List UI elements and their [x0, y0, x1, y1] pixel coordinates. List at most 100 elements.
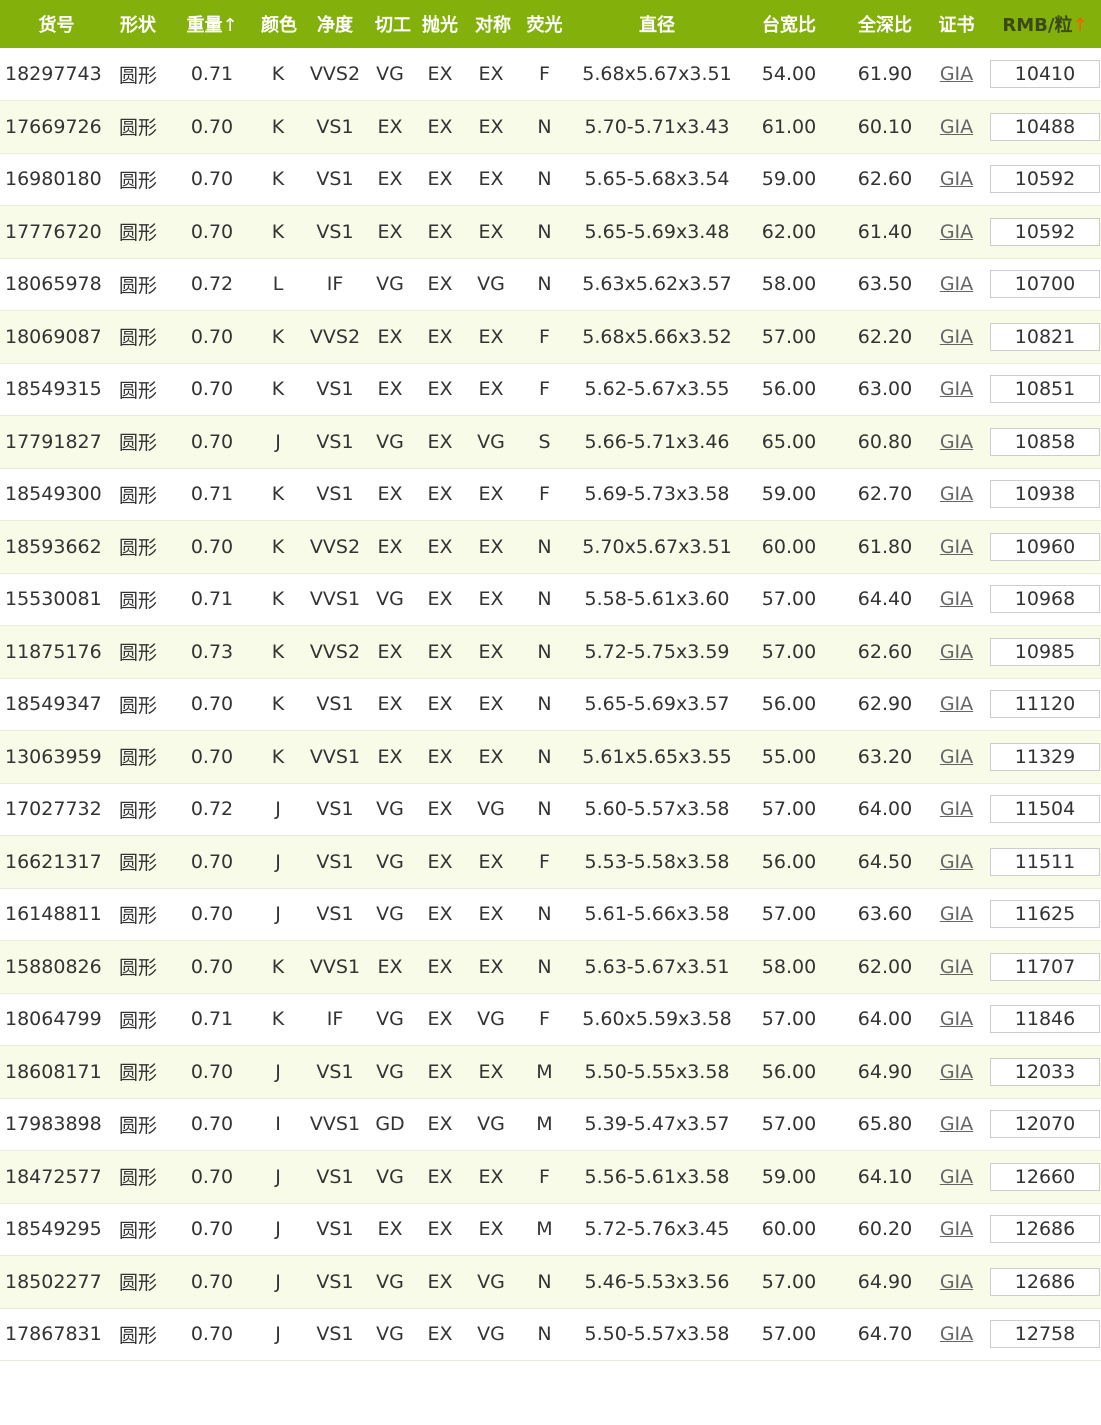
table-row[interactable]: 17669726 圆形 0.70 K VS1 EX EX EX N 5.70-5.71x3.43 6…: [0, 100, 1101, 153]
certificate-link[interactable]: GIA: [939, 798, 974, 821]
col-header-cut[interactable]: 切工: [375, 15, 411, 36]
col-header-fluorescence[interactable]: 荧光: [526, 15, 563, 36]
table-row[interactable]: 18549315 圆形 0.70 K VS1 EX EX EX F 5.62-5.67x3.55 5…: [0, 363, 1101, 416]
price-field[interactable]: 12758: [990, 1320, 1100, 1349]
table-row[interactable]: 17776720 圆形 0.70 K VS1 EX EX EX N 5.65-5.69x3.48 6…: [0, 205, 1101, 258]
table-row[interactable]: 15530081 圆形 0.71 K VVS1 VG EX EX N 5.58-5.61x3.60…: [0, 573, 1101, 626]
table-row[interactable]: 16621317 圆形 0.70 J VS1 VG EX EX F 5.53-5.58x3.58 5…: [0, 835, 1101, 888]
certificate-link[interactable]: GIA: [939, 1323, 974, 1346]
price-field[interactable]: 10851: [990, 375, 1100, 404]
certificate-link[interactable]: GIA: [939, 273, 974, 296]
cell-stock-id: 18472577: [5, 1165, 102, 1188]
certificate-link[interactable]: GIA: [939, 1270, 974, 1293]
certificate-link[interactable]: GIA: [939, 1218, 974, 1241]
certificate-link[interactable]: GIA: [939, 1113, 974, 1136]
certificate-link[interactable]: GIA: [939, 1008, 974, 1031]
price-field[interactable]: 11846: [990, 1005, 1100, 1034]
col-header-table-ratio[interactable]: 台宽比: [762, 15, 816, 36]
certificate-link[interactable]: GIA: [939, 745, 974, 768]
table-row[interactable]: 15880826 圆形 0.70 K VVS1 EX EX EX N 5.63-5.67x3.51…: [0, 940, 1101, 993]
certificate-link[interactable]: GIA: [939, 1165, 974, 1188]
certificate-link[interactable]: GIA: [939, 850, 974, 873]
certificate-link[interactable]: GIA: [939, 483, 974, 506]
certificate-link[interactable]: GIA: [939, 588, 974, 611]
table-row[interactable]: 17867831 圆形 0.70 J VS1 VG EX VG N 5.50-5.57x3.58 5…: [0, 1308, 1101, 1361]
price-field[interactable]: 10938: [990, 480, 1100, 509]
certificate-link[interactable]: GIA: [939, 220, 974, 243]
certificate-link[interactable]: GIA: [939, 903, 974, 926]
price-field[interactable]: 11511: [990, 847, 1100, 876]
table-row[interactable]: 17791827 圆形 0.70 J VS1 VG EX VG S 5.66-5.71x3.46 6…: [0, 415, 1101, 468]
table-row[interactable]: 18069087 圆形 0.70 K VVS2 EX EX EX F 5.68x5.66x3.52…: [0, 310, 1101, 363]
price-field[interactable]: 11120: [990, 690, 1100, 719]
price-field[interactable]: 10960: [990, 532, 1100, 561]
price-field[interactable]: 11707: [990, 952, 1100, 981]
table-row[interactable]: 17027732 圆形 0.72 J VS1 VG EX VG N 5.60-5.57x3.58 5…: [0, 783, 1101, 836]
cell-polish: EX: [427, 1323, 453, 1346]
table-row[interactable]: 18608171 圆形 0.70 J VS1 VG EX EX M 5.50-5.55x3.58 5…: [0, 1045, 1101, 1098]
table-row[interactable]: 18297743 圆形 0.71 K VVS2 VG EX EX F 5.68x5.67x3.51…: [0, 48, 1101, 101]
cell-color: K: [271, 483, 285, 506]
col-header-polish[interactable]: 抛光: [422, 15, 458, 36]
price-field[interactable]: 10858: [990, 427, 1100, 456]
table-row[interactable]: 17983898 圆形 0.70 I VVS1 GD EX VG M 5.39-5.47x3.57…: [0, 1098, 1101, 1151]
table-row[interactable]: 16980180 圆形 0.70 K VS1 EX EX EX N 5.65-5.68x3.54 5…: [0, 153, 1101, 206]
price-field[interactable]: 12033: [990, 1057, 1100, 1086]
table-row[interactable]: 13063959 圆形 0.70 K VVS1 EX EX EX N 5.61x5.65x3.55…: [0, 730, 1101, 784]
cell-shape: 圆形: [118, 274, 157, 297]
certificate-link[interactable]: GIA: [939, 693, 974, 716]
price-field[interactable]: 10488: [990, 112, 1100, 141]
cell-price: 11329: [989, 731, 1101, 784]
table-row[interactable]: 11875176 圆形 0.73 K VVS2 EX EX EX N 5.72-5.75x3.59…: [0, 625, 1101, 678]
col-header-symmetry[interactable]: 对称: [475, 15, 511, 36]
col-header-depth-ratio[interactable]: 全深比: [858, 15, 912, 36]
price-field[interactable]: 12070: [990, 1110, 1100, 1139]
price-field[interactable]: 10592: [990, 165, 1100, 194]
cell-symmetry: EX: [478, 588, 504, 611]
price-field[interactable]: 11504: [990, 795, 1100, 824]
certificate-link[interactable]: GIA: [939, 325, 974, 348]
price-field[interactable]: 10821: [990, 322, 1100, 351]
certificate-link[interactable]: GIA: [939, 1060, 974, 1083]
price-field[interactable]: 11329: [990, 742, 1100, 771]
certificate-link[interactable]: GIA: [939, 535, 974, 558]
cell-fluorescence: N: [537, 220, 552, 243]
price-field[interactable]: 10700: [990, 270, 1100, 299]
table-row[interactable]: 16148811 圆形 0.70 J VS1 VG EX EX N 5.61-5.66x3.58 5…: [0, 888, 1101, 941]
price-field[interactable]: 10410: [990, 60, 1100, 88]
table-row[interactable]: 18593662 圆形 0.70 K VVS2 EX EX EX N 5.70x5.67x3.51…: [0, 520, 1101, 573]
certificate-link[interactable]: GIA: [939, 955, 974, 978]
col-header-clarity[interactable]: 净度: [317, 15, 353, 36]
table-row[interactable]: 18472577 圆形 0.70 J VS1 VG EX EX F 5.56-5.61x3.58 5…: [0, 1150, 1101, 1203]
certificate-link[interactable]: GIA: [939, 378, 974, 401]
price-field[interactable]: 12660: [990, 1162, 1100, 1191]
price-field[interactable]: 12686: [990, 1267, 1100, 1296]
col-header-color[interactable]: 颜色: [261, 15, 297, 36]
col-header-certificate[interactable]: 证书: [938, 15, 975, 36]
price-field[interactable]: 10985: [990, 637, 1100, 666]
certificate-link[interactable]: GIA: [939, 63, 974, 85]
table-row[interactable]: 18549295 圆形 0.70 J VS1 EX EX EX M 5.72-5.76x3.45 6…: [0, 1203, 1101, 1256]
price-field[interactable]: 11625: [990, 900, 1100, 929]
cell-symmetry: VG: [477, 273, 505, 296]
table-row[interactable]: 18502277 圆形 0.70 J VS1 VG EX VG N 5.46-5.53x3.56 5…: [0, 1255, 1101, 1308]
cell-symmetry: EX: [478, 745, 504, 768]
col-header-shape[interactable]: 形状: [120, 15, 156, 36]
certificate-link[interactable]: GIA: [939, 168, 974, 191]
price-field[interactable]: 10968: [990, 585, 1100, 614]
price-field[interactable]: 12686: [990, 1215, 1100, 1244]
col-header-weight[interactable]: 重量↑: [163, 0, 261, 48]
col-header-price[interactable]: RMB/粒↑: [989, 0, 1101, 48]
table-row[interactable]: 18549347 圆形 0.70 K VS1 EX EX EX N 5.65-5.69x3.57 5…: [0, 678, 1101, 731]
cell-depth-ratio: 62.60: [857, 640, 913, 663]
col-header-id[interactable]: 货号: [38, 15, 75, 36]
table-row[interactable]: 18549300 圆形 0.71 K VS1 EX EX EX F 5.69-5.73x3.58 5…: [0, 468, 1101, 521]
certificate-link[interactable]: GIA: [939, 640, 974, 663]
cell-diameter: 5.50-5.57x3.58: [584, 1323, 730, 1346]
table-row[interactable]: 18064799 圆形 0.71 K IF VG EX VG F 5.60x5.59x3.58 57…: [0, 993, 1101, 1046]
col-header-diameter[interactable]: 直径: [639, 15, 675, 36]
certificate-link[interactable]: GIA: [939, 430, 974, 453]
price-field[interactable]: 10592: [990, 217, 1100, 246]
certificate-link[interactable]: GIA: [939, 115, 974, 138]
table-row[interactable]: 18065978 圆形 0.72 L IF VG EX VG N 5.63x5.62x3.57 58…: [0, 258, 1101, 311]
